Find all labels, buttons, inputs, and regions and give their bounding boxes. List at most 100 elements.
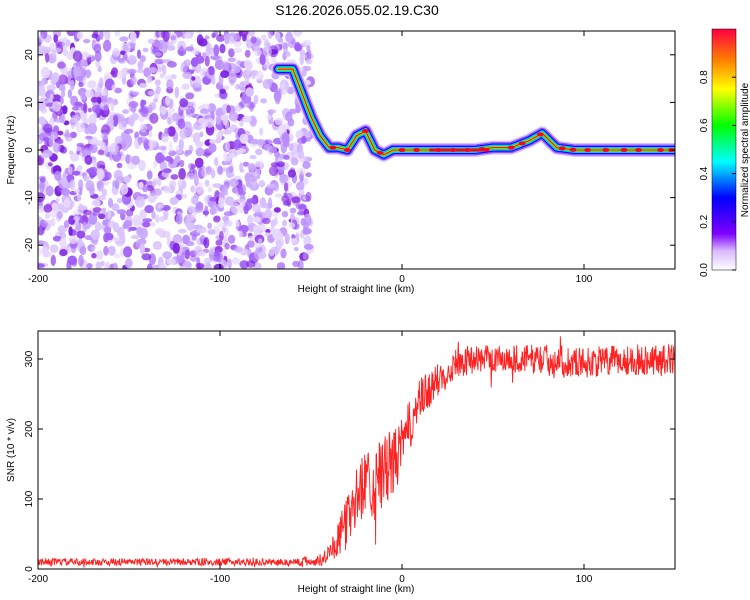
noise-speckle: [154, 52, 162, 57]
noise-speckle: [127, 68, 137, 74]
noise-speckle: [298, 189, 305, 195]
noise-speckle: [107, 220, 116, 228]
noise-speckle: [149, 112, 159, 124]
noise-speckle: [135, 195, 146, 208]
noise-speckle: [261, 34, 267, 41]
noise-speckle: [70, 114, 80, 124]
noise-speckle: [306, 49, 312, 60]
noise-speckle: [42, 249, 51, 258]
noise-speckle: [247, 235, 257, 241]
noise-speckle: [49, 93, 54, 101]
noise-speckle: [285, 31, 293, 43]
noise-speckle: [52, 100, 61, 112]
spectrogram-ylabel: Frequency (Hz): [6, 116, 17, 185]
noise-speckle: [204, 179, 210, 187]
noise-speckle: [82, 53, 93, 58]
noise-speckle: [214, 249, 220, 257]
noise-speckle: [92, 207, 102, 213]
noise-speckle: [250, 36, 257, 44]
noise-speckle: [128, 115, 135, 127]
noise-speckle: [132, 214, 142, 227]
noise-speckle: [266, 115, 272, 120]
noise-speckle: [73, 62, 81, 67]
x-tick-label: 100: [576, 574, 593, 585]
x-tick-label: -100: [210, 574, 230, 585]
noise-speckle: [123, 220, 133, 228]
noise-speckle: [248, 31, 256, 37]
noise-speckle: [38, 34, 45, 44]
noise-speckle: [91, 252, 97, 259]
noise-speckle: [166, 61, 177, 68]
noise-speckle: [76, 142, 85, 148]
noise-speckle: [274, 193, 283, 198]
noise-speckle: [212, 183, 222, 189]
noise-speckle: [142, 47, 149, 53]
noise-speckle: [122, 109, 130, 114]
noise-speckle: [97, 65, 102, 73]
noise-speckle: [104, 31, 111, 42]
noise-speckle: [254, 148, 263, 156]
noise-speckle: [114, 87, 123, 94]
noise-speckle: [103, 104, 109, 116]
noise-speckle: [211, 169, 216, 179]
noise-speckle: [79, 92, 87, 101]
noise-speckle: [78, 205, 88, 211]
noise-speckle: [262, 78, 272, 90]
noise-speckle: [303, 235, 312, 247]
noise-speckle: [183, 32, 192, 39]
noise-speckle: [209, 207, 218, 215]
ridge-peak: [656, 148, 664, 152]
noise-speckle: [174, 86, 180, 99]
noise-speckle: [305, 191, 312, 202]
noise-speckle: [231, 257, 240, 265]
noise-speckle: [235, 83, 241, 90]
noise-speckle: [260, 98, 267, 104]
noise-speckle: [228, 165, 234, 174]
noise-speckle: [195, 147, 205, 157]
noise-speckle: [157, 178, 162, 187]
noise-speckle: [80, 215, 89, 225]
noise-speckle: [152, 240, 163, 250]
noise-speckle: [249, 154, 257, 160]
noise-speckle: [246, 198, 257, 204]
noise-speckle: [55, 197, 60, 203]
noise-speckle: [194, 157, 204, 168]
noise-speckle: [264, 208, 272, 220]
snr-xlabel: Height of straight line (km): [298, 584, 415, 595]
ridge-peak: [635, 148, 643, 152]
noise-speckle: [61, 188, 71, 196]
noise-speckle: [239, 260, 249, 269]
noise-speckle: [244, 59, 251, 70]
noise-speckle: [295, 181, 305, 191]
noise-speckle: [38, 84, 46, 96]
noise-speckle: [196, 187, 205, 196]
noise-speckle: [267, 109, 277, 114]
noise-speckle: [160, 106, 167, 115]
noise-speckle: [236, 60, 246, 66]
y-tick-label: 300: [24, 350, 35, 367]
noise-speckle: [227, 258, 232, 269]
noise-speckle: [40, 66, 51, 79]
noise-speckle: [95, 261, 102, 269]
noise-speckle: [281, 195, 289, 203]
noise-speckle: [147, 75, 152, 84]
noise-speckle: [157, 145, 167, 151]
noise-speckle: [262, 46, 272, 57]
noise-speckle: [295, 130, 303, 140]
noise-speckle: [303, 39, 312, 47]
noise-speckle: [57, 225, 67, 234]
noise-speckle: [195, 140, 204, 148]
noise-speckle: [192, 233, 197, 241]
noise-speckle: [207, 103, 216, 114]
noise-speckle: [107, 245, 116, 256]
noise-speckle: [100, 260, 105, 267]
noise-speckle: [283, 154, 290, 160]
noise-speckle: [117, 58, 125, 63]
noise-speckle: [73, 188, 80, 194]
noise-speckle: [57, 210, 63, 220]
noise-speckle: [252, 212, 263, 218]
noise-speckle: [231, 202, 240, 215]
noise-speckle: [113, 236, 120, 244]
noise-speckle: [284, 81, 290, 92]
noise-speckle: [41, 107, 48, 114]
